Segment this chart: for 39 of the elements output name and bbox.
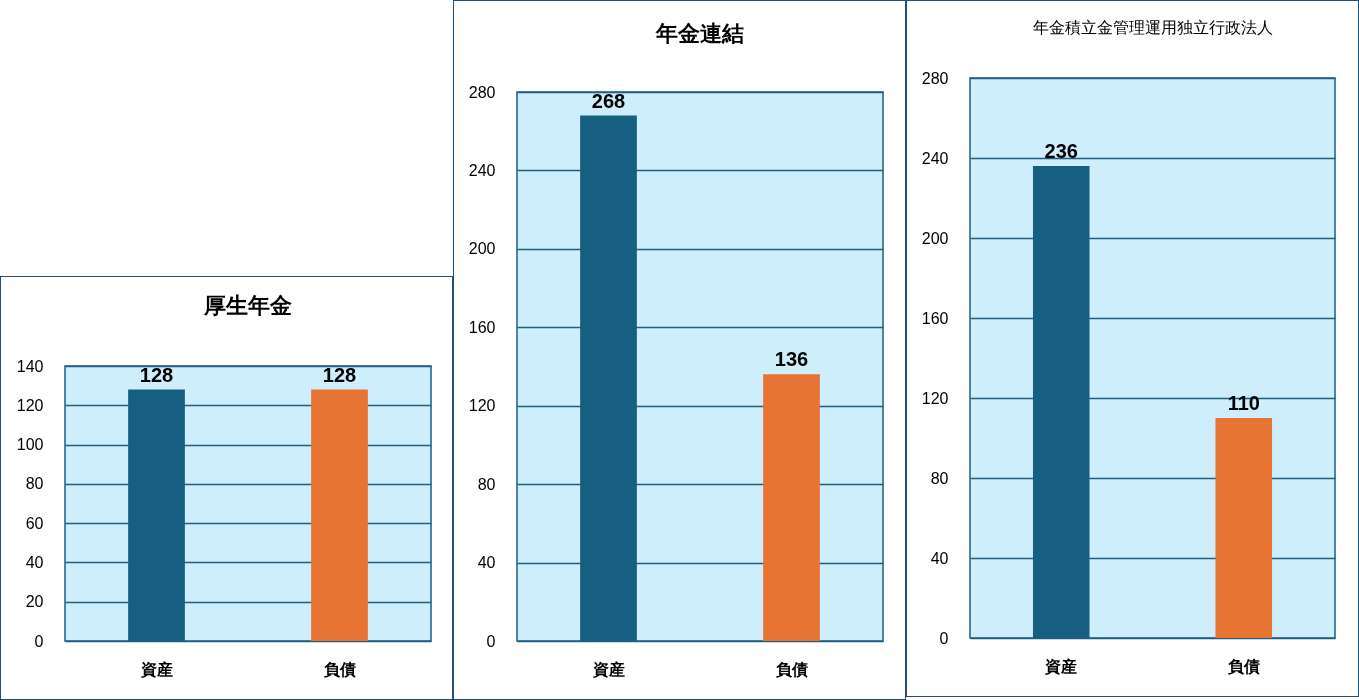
y-tick-label: 140 bbox=[16, 357, 44, 375]
data-label: 136 bbox=[774, 348, 809, 371]
chart-title: 年金積立金管理運用独立行政法人 bbox=[1032, 19, 1273, 36]
y-tick-label: 120 bbox=[468, 397, 496, 415]
y-tick-label: 0 bbox=[486, 632, 496, 650]
data-label: 236 bbox=[1044, 140, 1078, 162]
y-tick-label: 40 bbox=[930, 549, 949, 567]
x-tick-label: 負債 bbox=[323, 660, 356, 678]
x-tick-label: 資産 bbox=[591, 659, 625, 679]
y-tick-label: 40 bbox=[25, 553, 44, 571]
x-tick-label: 資産 bbox=[139, 659, 173, 679]
y-tick-label: 160 bbox=[921, 309, 949, 327]
x-tick-label: 資産 bbox=[1044, 656, 1078, 676]
data-label: 268 bbox=[591, 89, 626, 112]
data-label: 128 bbox=[139, 363, 174, 386]
x-tick-label: 負債 bbox=[775, 660, 808, 678]
y-tick-label: 280 bbox=[468, 83, 496, 101]
y-tick-label: 280 bbox=[921, 69, 949, 87]
y-tick-label: 240 bbox=[921, 149, 949, 167]
y-tick-label: 200 bbox=[468, 240, 496, 258]
y-tick-label: 20 bbox=[25, 593, 44, 611]
y-tick-label: 200 bbox=[921, 229, 949, 247]
y-tick-label: 80 bbox=[477, 475, 496, 493]
chart-title: 年金連結 bbox=[655, 21, 744, 46]
data-label: 128 bbox=[322, 363, 357, 386]
y-tick-label: 120 bbox=[921, 389, 949, 407]
y-tick-label: 40 bbox=[477, 554, 496, 572]
y-tick-label: 100 bbox=[16, 436, 44, 454]
y-tick-label: 80 bbox=[25, 475, 44, 493]
y-tick-label: 240 bbox=[468, 161, 496, 179]
data-label: 110 bbox=[1227, 392, 1260, 414]
x-tick-label: 負債 bbox=[1227, 657, 1260, 675]
y-tick-label: 160 bbox=[468, 318, 496, 336]
y-tick-label: 0 bbox=[939, 629, 949, 647]
y-tick-label: 120 bbox=[16, 396, 44, 414]
y-tick-label: 60 bbox=[25, 514, 44, 532]
chart-title: 厚生年金 bbox=[203, 293, 292, 318]
y-tick-label: 0 bbox=[34, 632, 44, 650]
y-tick-label: 80 bbox=[930, 469, 949, 487]
